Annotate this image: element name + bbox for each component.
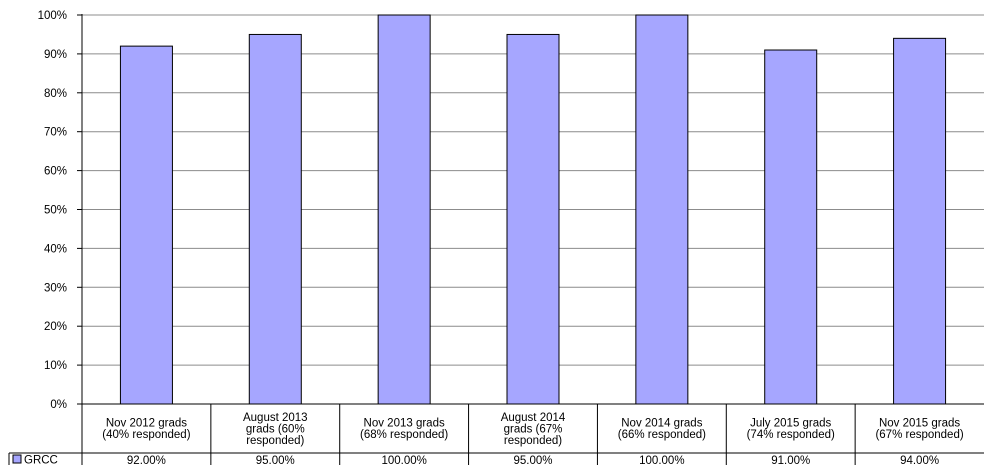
category-label-line: Nov 2015 grads (879, 418, 960, 430)
category-label-line: Nov 2012 grads (106, 418, 187, 430)
category-label-line: July 2015 grads (750, 418, 831, 430)
category-label-line: Nov 2013 grads (364, 418, 445, 430)
value-label: 100.00% (639, 455, 684, 465)
y-tick-label: 50% (44, 205, 67, 217)
bar (635, 14, 689, 405)
value-label: 94.00% (900, 455, 939, 465)
category-label: Nov 2013 grads (68% responded) (360, 418, 448, 442)
category-label-line: grads (67% (504, 423, 563, 435)
category-label-line: grads (60% (246, 423, 305, 435)
value-label: 95.00% (513, 455, 552, 465)
value-label: 100.00% (381, 455, 426, 465)
y-tick-label: 60% (44, 166, 67, 178)
category-label: August 2013 grads (60% responded) (243, 412, 308, 447)
category-label-line: (68% responded) (360, 429, 448, 441)
bar (377, 14, 431, 405)
category-label-line: (40% responded) (102, 429, 190, 441)
bar (506, 33, 560, 405)
category-label-line: Nov 2014 grads (621, 418, 702, 430)
y-tick-label: 20% (44, 321, 67, 333)
y-tick-label: 90% (44, 49, 67, 61)
category-label-line: August 2013 (243, 412, 308, 424)
y-axis-ticks: 0% 10% 20% 30% 40% 50% 60% 70% 80% 90% 100% (38, 10, 82, 411)
y-tick-label: 80% (44, 88, 67, 100)
value-label: 95.00% (256, 455, 295, 465)
y-tick-label: 100% (38, 10, 67, 22)
axes (81, 14, 984, 465)
bar (119, 45, 173, 405)
category-label: Nov 2015 grads (67% responded) (875, 418, 963, 442)
bars (119, 14, 947, 405)
y-tick-label: 10% (44, 360, 67, 372)
category-label: Nov 2014 grads (66% responded) (618, 418, 706, 442)
bar (248, 33, 302, 405)
bar (893, 37, 947, 405)
category-label-line: (67% responded) (875, 429, 963, 441)
category-label-line: (66% responded) (618, 429, 706, 441)
bar (764, 49, 818, 405)
category-label: August 2014 grads (67% responded) (501, 412, 566, 447)
y-tick-label: 30% (44, 282, 67, 294)
value-label: 91.00% (771, 455, 810, 465)
legend-label: GRCC (24, 455, 58, 465)
category-label-line: responded) (246, 435, 304, 447)
y-tick-label: 70% (44, 127, 67, 139)
category-label: Nov 2012 grads (40% responded) (102, 418, 190, 442)
y-tick-label: 40% (44, 243, 67, 255)
value-label: 92.00% (127, 455, 166, 465)
category-label-line: responded) (504, 435, 562, 447)
data-table: Nov 2012 grads (40% responded) August 2013… (8, 404, 984, 465)
category-label-line: August 2014 (501, 412, 566, 424)
legend-swatch (12, 454, 22, 464)
category-label: July 2015 grads (74% responded) (747, 418, 835, 442)
y-tick-label: 0% (50, 399, 67, 411)
category-label-line: (74% responded) (747, 429, 835, 441)
